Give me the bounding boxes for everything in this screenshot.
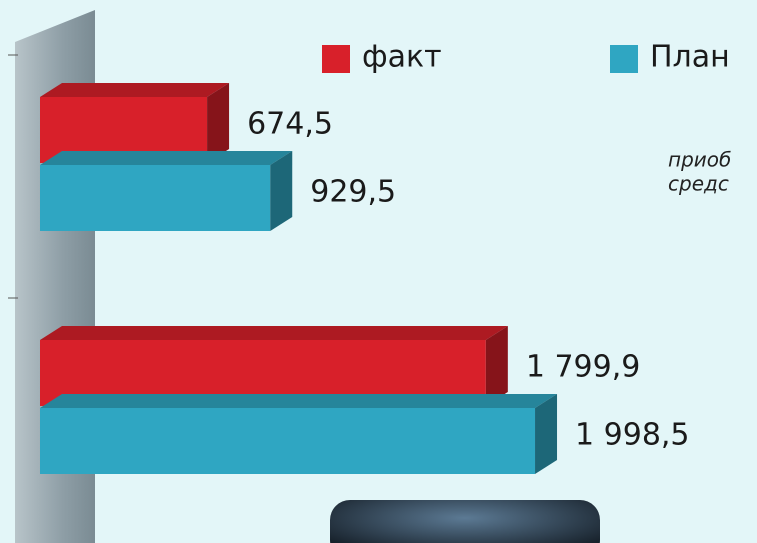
- decorative-image: [330, 500, 600, 543]
- bar: [40, 165, 271, 231]
- value-label: 929,5: [310, 175, 396, 210]
- bar-side: [207, 83, 230, 163]
- bar-top: [40, 83, 230, 97]
- value-label: 674,5: [247, 107, 333, 142]
- plot-area: 674,5 929,5 1 799,9 1 998,5: [40, 83, 690, 474]
- bar-side: [535, 394, 558, 474]
- annotation: приоб: [668, 148, 731, 172]
- legend-label: факт: [362, 40, 442, 75]
- bar-top: [40, 394, 558, 408]
- bar-top: [40, 151, 293, 165]
- bar: [40, 408, 536, 474]
- value-label: 1 998,5: [575, 418, 690, 453]
- bar-side: [270, 151, 293, 231]
- value-label: 1 799,9: [526, 350, 641, 385]
- legend-swatch: [610, 45, 638, 73]
- legend-label: План: [650, 40, 730, 75]
- bar-side: [485, 326, 508, 406]
- annotation: средс: [668, 172, 729, 196]
- bar-top: [40, 326, 508, 340]
- legend-swatch: [322, 45, 350, 73]
